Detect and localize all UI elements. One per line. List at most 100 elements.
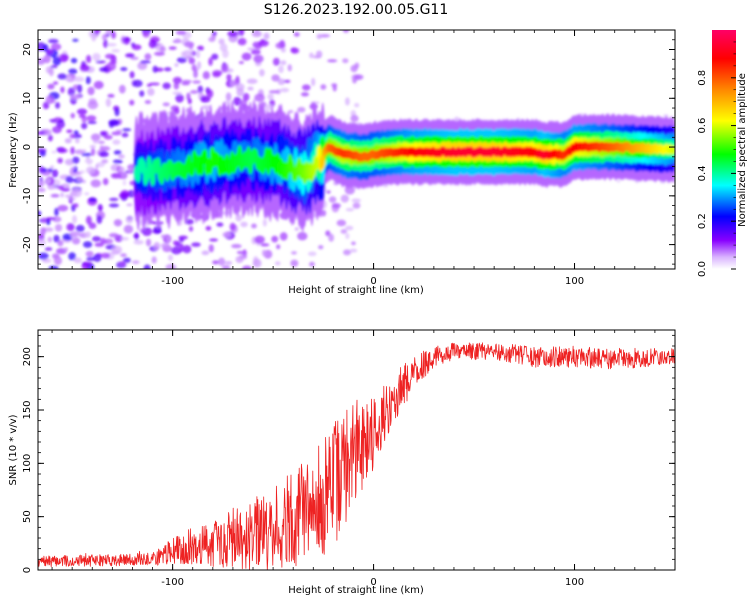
noise-blob bbox=[47, 134, 53, 142]
noise-blob bbox=[96, 215, 103, 224]
noise-blob bbox=[172, 240, 179, 246]
snr-xtick-label: -100 bbox=[161, 577, 184, 588]
noise-blob bbox=[38, 166, 45, 174]
noise-blob bbox=[132, 79, 143, 88]
noise-blob bbox=[99, 151, 109, 158]
noise-blob bbox=[326, 190, 331, 194]
ridge-blob bbox=[202, 149, 208, 165]
noise-blob bbox=[38, 131, 45, 135]
noise-blob bbox=[42, 101, 50, 110]
noise-blob bbox=[128, 168, 133, 173]
spectrogram-ytick-label: 20 bbox=[22, 43, 33, 56]
noise-blob bbox=[76, 175, 83, 182]
noise-blob bbox=[173, 107, 180, 115]
noise-blob bbox=[79, 64, 90, 72]
noise-blob bbox=[78, 170, 86, 174]
noise-blob bbox=[187, 98, 192, 105]
noise-blob bbox=[287, 64, 292, 72]
noise-blob bbox=[90, 148, 96, 156]
noise-blob bbox=[85, 76, 91, 85]
noise-blob bbox=[67, 87, 76, 97]
noise-blob bbox=[175, 30, 187, 35]
snr-series-line bbox=[38, 342, 675, 570]
noise-blob bbox=[125, 215, 134, 224]
noise-blob bbox=[353, 74, 364, 80]
noise-blob bbox=[327, 59, 338, 63]
noise-blob bbox=[70, 112, 75, 119]
noise-blob bbox=[280, 60, 287, 66]
noise-blob bbox=[53, 81, 59, 85]
noise-blob bbox=[64, 194, 71, 198]
noise-blob bbox=[86, 160, 93, 166]
noise-blob bbox=[343, 249, 352, 256]
noise-blob bbox=[345, 225, 354, 231]
noise-blob bbox=[47, 83, 55, 90]
noise-blob bbox=[178, 235, 188, 240]
noise-blob bbox=[99, 130, 108, 137]
noise-blob bbox=[122, 128, 132, 132]
noise-blob bbox=[181, 79, 192, 84]
noise-blob bbox=[251, 30, 262, 38]
noise-blob bbox=[69, 94, 81, 100]
noise-blob bbox=[196, 61, 202, 70]
noise-blob bbox=[127, 189, 135, 198]
noise-blob bbox=[50, 193, 60, 198]
noise-blob bbox=[68, 68, 78, 75]
noise-blob bbox=[64, 158, 75, 166]
noise-blob bbox=[118, 84, 126, 94]
noise-blob bbox=[132, 260, 140, 265]
noise-blob bbox=[174, 63, 179, 67]
noise-blob bbox=[87, 120, 97, 125]
noise-blob bbox=[70, 197, 76, 201]
noise-blob bbox=[94, 242, 105, 247]
noise-blob bbox=[196, 50, 201, 59]
ridge-blob bbox=[189, 161, 196, 177]
noise-blob bbox=[200, 96, 211, 103]
noise-blob bbox=[69, 231, 81, 237]
noise-blob bbox=[184, 218, 194, 225]
noise-blob bbox=[72, 38, 79, 42]
noise-blob bbox=[126, 203, 133, 207]
noise-blob bbox=[108, 232, 119, 238]
noise-blob bbox=[45, 95, 54, 105]
noise-blob bbox=[143, 264, 151, 269]
noise-blob bbox=[75, 224, 85, 233]
noise-blob bbox=[42, 44, 49, 52]
colorbar-tick-label: 0.4 bbox=[697, 165, 708, 181]
noise-blob bbox=[59, 53, 68, 63]
noise-blob bbox=[310, 102, 317, 110]
noise-blob bbox=[68, 252, 76, 261]
noise-blob bbox=[176, 57, 187, 64]
snr-xtick-label: 0 bbox=[370, 577, 376, 588]
noise-blob bbox=[328, 233, 335, 242]
noise-blob bbox=[291, 251, 297, 255]
noise-blob bbox=[99, 67, 110, 72]
noise-blob bbox=[300, 92, 309, 97]
snr-ytick-label: 200 bbox=[22, 347, 33, 366]
noise-blob bbox=[57, 73, 67, 80]
noise-blob bbox=[108, 119, 118, 126]
colorbar: 0.0 0.2 0.4 0.6 0.8 Normalized spectral ampl… bbox=[697, 30, 748, 277]
noise-blob bbox=[122, 36, 131, 45]
noise-blob bbox=[342, 58, 349, 64]
noise-blob bbox=[206, 89, 214, 99]
snr-ylabel: SNR (10 * v/v) bbox=[8, 414, 19, 485]
noise-blob bbox=[73, 76, 85, 83]
spectrogram-ylabel: Frequency (Hz) bbox=[8, 112, 19, 188]
noise-blob bbox=[212, 260, 219, 265]
noise-blob bbox=[111, 250, 120, 255]
noise-blob bbox=[241, 52, 252, 61]
noise-blob bbox=[78, 114, 86, 119]
noise-blob bbox=[160, 234, 167, 239]
noise-blob bbox=[74, 149, 85, 155]
noise-blob bbox=[178, 244, 184, 250]
noise-blob bbox=[239, 254, 248, 260]
noise-blob bbox=[175, 93, 184, 103]
noise-blob bbox=[351, 241, 356, 246]
noise-blob bbox=[111, 48, 120, 53]
noise-blob bbox=[87, 100, 99, 110]
noise-blob bbox=[118, 166, 126, 173]
spectrogram-ytick-label: 10 bbox=[22, 92, 33, 105]
noise-blob bbox=[47, 38, 59, 44]
